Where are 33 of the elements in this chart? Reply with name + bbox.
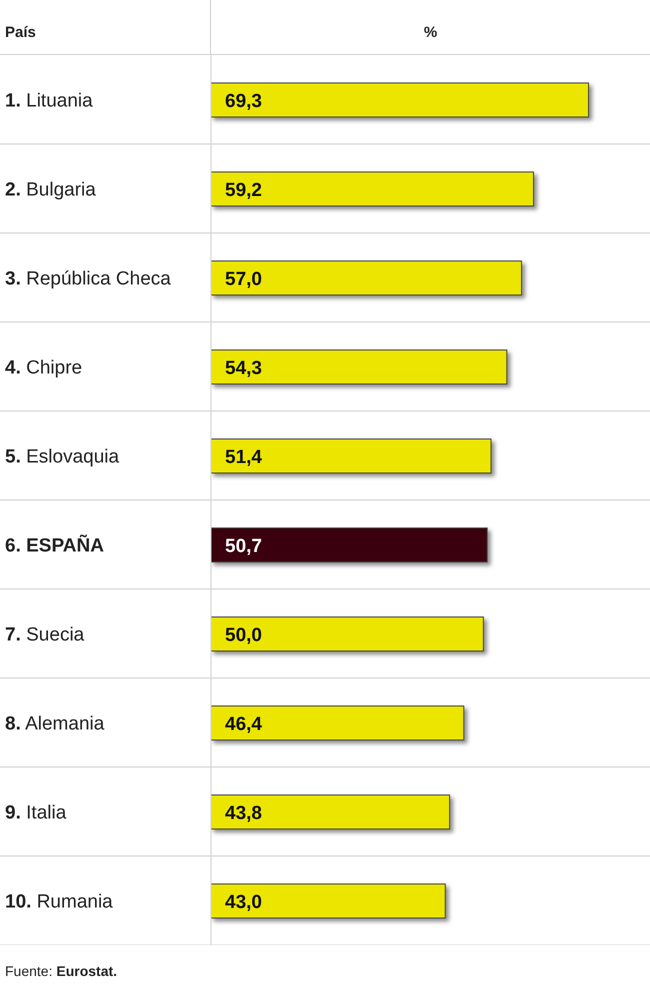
bar — [211, 528, 488, 562]
bar — [211, 616, 484, 652]
bar — [211, 706, 464, 740]
y-tick-label: 10. Rumania — [5, 892, 114, 912]
data-label: 50,0 — [225, 625, 262, 646]
y-tick-label: 9. Italia — [5, 802, 67, 824]
y-tick-label: 7. Suecia — [5, 624, 85, 646]
x-axis-title: % — [422, 23, 438, 43]
data-label: 69,3 — [225, 91, 262, 112]
y-tick-label: 3. República Checa — [5, 268, 172, 290]
source-note: Fuente: Eurostat. — [4, 962, 118, 979]
y-tick-label: 4. Chipre — [5, 358, 82, 378]
y-axis-title: País — [0, 0, 211, 54]
y-tick-label: 1. Lituania — [5, 90, 94, 112]
data-label: 59,2 — [225, 180, 262, 201]
data-label: 54,3 — [225, 358, 262, 379]
bar — [211, 438, 492, 474]
data-label: 51,4 — [225, 447, 262, 468]
y-tick-label: 6. ESPAÑA — [5, 534, 104, 556]
y-tick-label: 8. Alemania — [5, 714, 105, 734]
bar — [211, 884, 446, 918]
bar — [211, 260, 522, 296]
y-tick-label: 2. Bulgaria — [5, 180, 96, 200]
data-label: 46,4 — [225, 714, 262, 735]
data-label: 57,0 — [225, 269, 262, 290]
bar — [211, 794, 450, 830]
bar — [211, 82, 590, 118]
bar — [211, 350, 508, 384]
data-label: 50,7 — [225, 536, 262, 557]
y-tick-label: 5. Eslovaquia — [5, 446, 120, 468]
bar — [211, 172, 534, 206]
data-label: 43,8 — [225, 803, 262, 824]
data-label: 43,0 — [225, 892, 262, 913]
